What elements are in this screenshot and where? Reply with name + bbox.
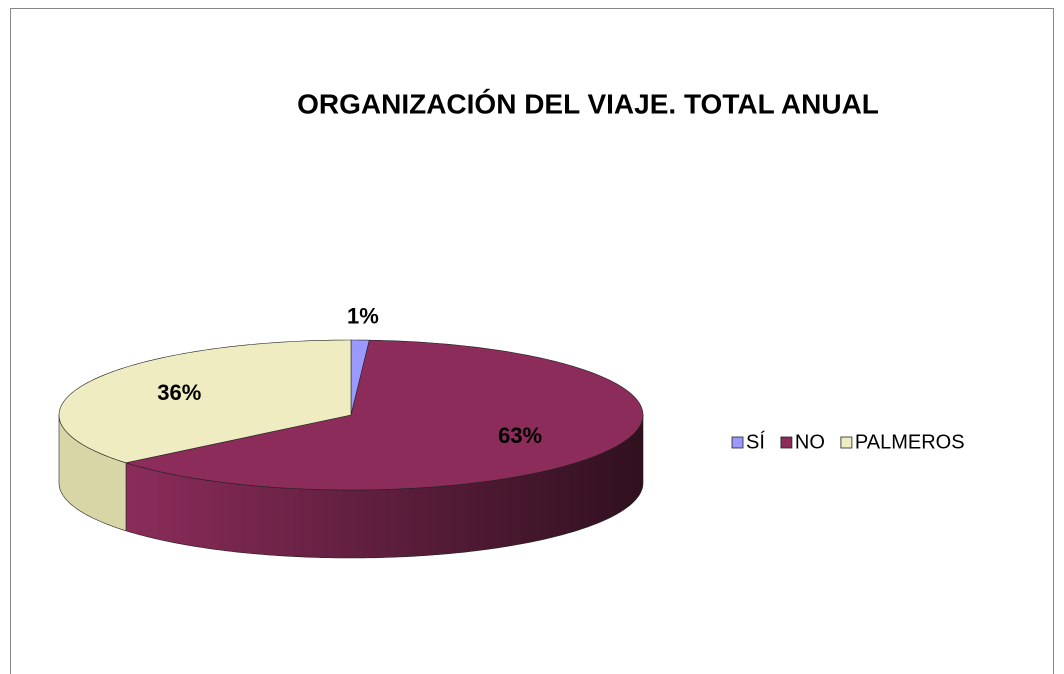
chart-title: ORGANIZACIÓN DEL VIAJE. TOTAL ANUAL xyxy=(297,88,879,119)
legend-label: NO xyxy=(795,431,825,453)
pie-slice xyxy=(125,339,644,491)
chart-frame xyxy=(10,8,1054,674)
data-label: 1% xyxy=(347,303,379,328)
pie-slice xyxy=(58,339,352,464)
legend-swatch xyxy=(780,436,793,449)
legend-swatch xyxy=(731,436,744,449)
legend-swatch xyxy=(840,436,853,449)
data-label: 63% xyxy=(498,423,542,448)
data-label: 36% xyxy=(157,380,201,405)
legend-label: PALMEROS xyxy=(855,431,965,453)
legend-label: SÍ xyxy=(746,430,765,453)
